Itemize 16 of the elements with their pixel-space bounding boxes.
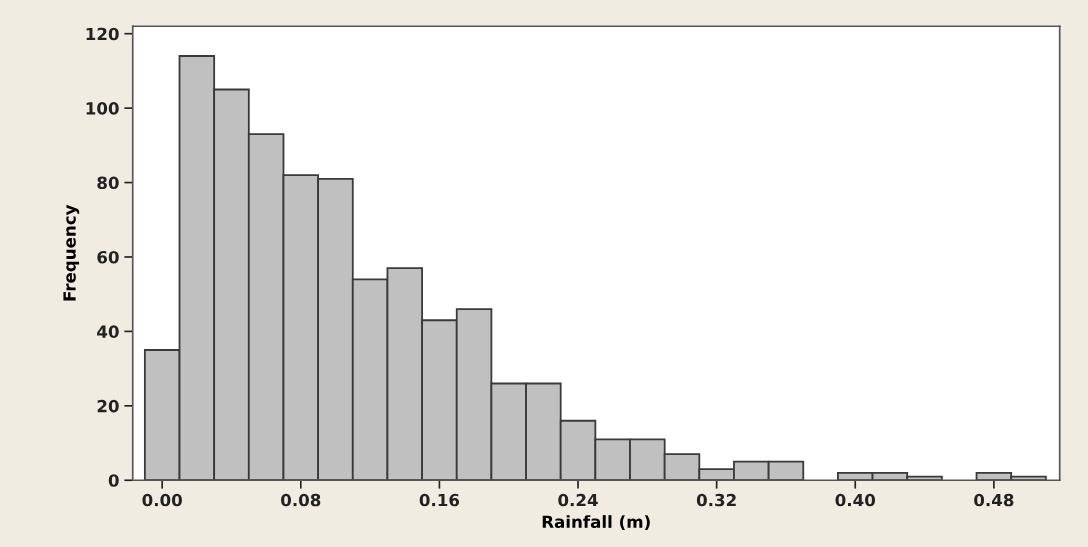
y-tick-label: 100	[86, 102, 119, 115]
x-tick-label: 0.00	[142, 493, 182, 507]
x-tick-label: 0.24	[558, 493, 598, 507]
x-tick-label: 0.48	[974, 493, 1014, 507]
y-tick-label: 60	[97, 250, 119, 264]
y-tick-label: 120	[86, 27, 119, 41]
x-tick-label: 0.32	[696, 493, 736, 507]
y-tick-label: 40	[97, 325, 119, 338]
y-axis-title: Frequency	[63, 204, 80, 301]
x-axis-title: Rainfall (m)	[542, 515, 650, 531]
y-tick-label: 20	[97, 399, 119, 413]
y-tick-label: 80	[97, 176, 119, 190]
x-tick-label: 0.08	[281, 493, 321, 507]
y-tick-label: 0	[108, 474, 119, 487]
x-tick-label: 0.16	[419, 493, 460, 507]
x-tick-label: 0.40	[835, 493, 876, 507]
